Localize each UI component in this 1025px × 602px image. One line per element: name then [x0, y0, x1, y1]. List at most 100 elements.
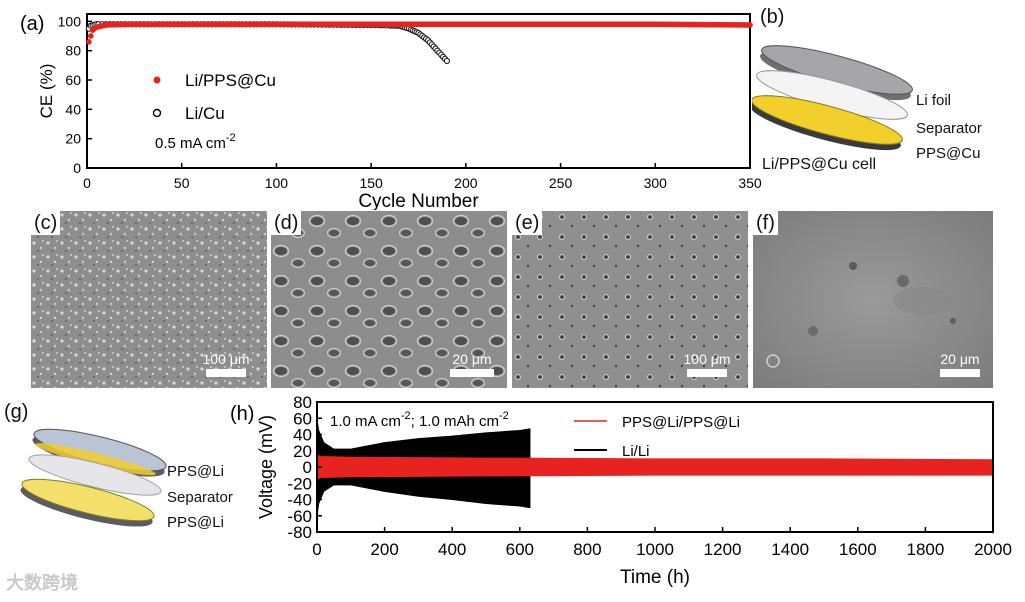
x-tick-label: 1000: [636, 540, 674, 559]
y-tick-label: -80: [287, 523, 312, 542]
sem-image-c: (c) 100 μm: [31, 211, 267, 388]
x-tick-label: 350: [738, 175, 762, 191]
y-tick-label: 0: [303, 458, 312, 477]
panel-g-tag: (g): [4, 401, 29, 423]
legend-marker-black: [152, 108, 162, 118]
x-tick-label: 0: [312, 540, 321, 559]
legend: PPS@Li/PPS@Li Li/Li: [574, 414, 740, 460]
ce-chart: (a) 0 50 100 150 200 250 300 350 0 20 40 60 80 100 Cycl…: [20, 13, 762, 210]
panel-g: (g) PPS@Li Separator PPS@Li: [0, 395, 260, 565]
g-layer-label-middle: Separator: [167, 489, 233, 506]
series-li-pps-cu: [86, 21, 753, 45]
legend-label: PPS@Li/PPS@Li: [622, 414, 740, 431]
panel-h-tag: (h): [230, 403, 254, 425]
legend-marker-red: [153, 76, 161, 84]
plot-frame: [86, 13, 751, 169]
series-li-cu: [85, 21, 451, 65]
layer-label-middle: Separator: [916, 120, 982, 137]
sem-texture: [31, 211, 267, 388]
x-tick-label: 100: [265, 175, 289, 191]
layer-label-bottom: PPS@Cu: [916, 145, 981, 162]
panel-a-tag: (a): [20, 13, 44, 35]
y-tick-label: 20: [293, 442, 312, 461]
x-tick-label: 250: [549, 175, 573, 191]
y-tick-label: 40: [65, 101, 81, 117]
superscript: -2: [401, 410, 411, 422]
series-pps-li: [316, 454, 994, 480]
superscript: -2: [499, 410, 509, 422]
x-tick-label: 600: [506, 540, 534, 559]
legend-label: Li/Cu: [185, 104, 225, 123]
voltage-chart: (h)0 200 400 600 800 1000 1200 1400 1600 1800 2000…: [230, 393, 1012, 588]
condition-annotation: 1.0 mA cm-2; 1.0 mAh cm-2: [330, 410, 509, 430]
legend-label: Li/PPS@Cu: [185, 71, 276, 90]
condition-annotation: 0.5 mA cm-2: [155, 132, 236, 152]
y-tick-label: 100: [58, 13, 82, 29]
x-tick-label: 200: [370, 540, 398, 559]
scale-label: 20 μm: [452, 351, 492, 367]
x-tick-label: 1600: [839, 540, 877, 559]
x-tick-label: 800: [573, 540, 601, 559]
annotation-part: ; 1.0 mAh cm: [411, 413, 499, 430]
x-tick-label: 2000: [974, 540, 1012, 559]
cell-stack-illustration: [752, 45, 913, 151]
annotation-part: 1.0 mA cm: [330, 413, 401, 430]
g-layer-label-top: PPS@Li: [167, 463, 224, 480]
y-tick-label: 60: [65, 72, 81, 88]
superscript: -2: [226, 132, 236, 144]
y-tick-label: 60: [293, 409, 312, 428]
g-layer-label-bottom: PPS@Li: [167, 514, 224, 531]
panel-f-tag: (f): [753, 211, 778, 235]
scale-bar-d: 20 μm: [443, 351, 501, 377]
sem-image-d: (d) 20 μm: [271, 211, 507, 388]
layer-label-top: Li foil: [916, 92, 952, 109]
watermark: 大数跨境: [6, 573, 78, 593]
panel-d-tag: (d): [271, 211, 302, 235]
y-tick-label: 40: [293, 426, 312, 445]
y-tick-label: 80: [65, 43, 81, 59]
scale-bar-e: 100 μm: [674, 351, 740, 377]
symmetric-cell-illustration: [20, 428, 167, 527]
x-axis-title: Cycle Number: [358, 191, 479, 210]
panel-c-tag: (c): [31, 211, 61, 235]
data-point: [86, 39, 92, 45]
sem-texture: [753, 211, 993, 388]
data-point: [747, 22, 753, 28]
y-axis-title: CE (%): [37, 64, 56, 119]
x-tick-label: 0: [83, 175, 91, 191]
cell-caption: Li/PPS@Cu cell: [762, 156, 877, 173]
separator-disk: [28, 454, 162, 496]
sem-image-f: (f) 20 μm: [753, 211, 993, 388]
x-tick-label: 1200: [704, 540, 742, 559]
y-tick-label: -20: [287, 474, 312, 493]
legend: Li/PPS@Cu Li/Cu: [152, 71, 276, 123]
panel-b-tag: (b): [760, 6, 785, 28]
data-point: [87, 33, 94, 39]
y-tick-label: 20: [65, 131, 81, 147]
scale-label: 100 μm: [202, 351, 250, 367]
x-tick-label: 50: [174, 175, 190, 191]
sem-texture: [271, 211, 507, 388]
y-axis-title: Voltage (mV): [256, 415, 276, 519]
data-point: [443, 57, 451, 65]
x-tick-label: 1800: [906, 540, 944, 559]
x-tick-label: 150: [359, 175, 383, 191]
y-tick-label: 80: [293, 393, 312, 412]
y-tick-label: -60: [287, 507, 312, 526]
x-tick-label: 1400: [771, 540, 809, 559]
y-tick-label: 0: [73, 160, 81, 176]
x-tick-label: 300: [644, 175, 668, 191]
scale-bar-c: 100 μm: [193, 351, 259, 377]
x-tick-label: 400: [438, 540, 466, 559]
x-axis-title: Time (h): [620, 567, 690, 588]
scale-label: 20 μm: [940, 351, 980, 367]
scale-label: 100 μm: [683, 351, 731, 367]
panel-b: (b) Li foil Separator PPS@Cu Li/PPS@Cu c…: [752, 0, 1025, 205]
x-tick-label: 200: [454, 175, 478, 191]
sem-image-e: (e) 100 μm: [512, 211, 748, 388]
sem-texture: [512, 211, 748, 388]
legend-label: Li/Li: [622, 443, 650, 460]
panel-e-tag: (e): [512, 211, 543, 235]
y-tick-label: -40: [287, 491, 312, 510]
